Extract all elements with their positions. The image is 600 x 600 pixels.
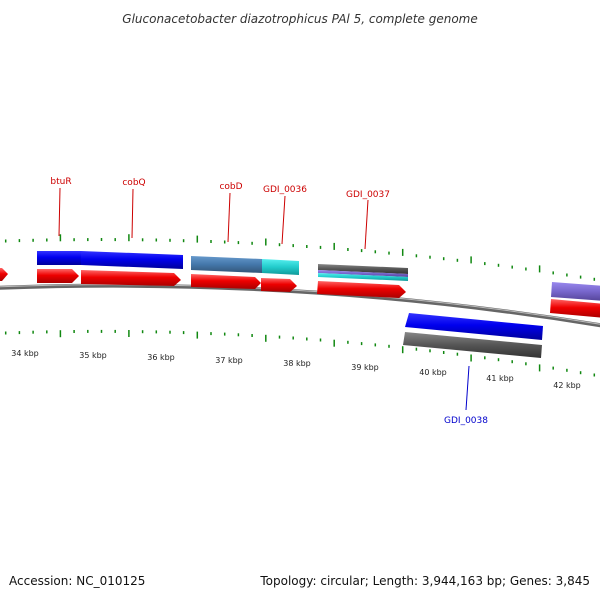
feature-GDI_0037-band-3 (318, 273, 408, 281)
kbp-label-39: 39 kbp (351, 363, 379, 372)
feature-GDI_0038 (405, 313, 543, 340)
feature-GDI_0038-secondary (403, 332, 542, 358)
cds-arrow-right-edge (550, 299, 600, 318)
gene-label-cobD: cobD (219, 182, 242, 192)
gene-labels: btuR cobQ cobD GDI_0036 GDI_0037 GDI_003… (50, 177, 488, 426)
cds-arrow-btuR (37, 269, 79, 283)
label-leaders (58, 187, 470, 411)
kbp-label-41: 41 kbp (486, 374, 514, 383)
feature-GDI_0037-band-2 (318, 270, 408, 277)
kbp-label-34: 34 kbp (11, 349, 39, 358)
feature-GDI_0036 (262, 259, 299, 275)
leader-btuR (58, 187, 61, 237)
kbp-label-35: 35 kbp (79, 351, 107, 360)
cds-arrow-cobQ (81, 270, 181, 286)
map-title: Gluconacetobacter diazotrophicus PAl 5, … (122, 12, 477, 26)
cds-arrow-GDI_0037 (317, 281, 406, 298)
inner-tick-marks (4, 329, 596, 377)
gene-label-GDI_0037: GDI_0037 (346, 190, 390, 200)
feature-btuR (37, 251, 81, 265)
reverse-strand-track (403, 313, 543, 358)
kbp-label-42: 42 kbp (553, 381, 581, 390)
gene-label-cobQ: cobQ (122, 178, 145, 188)
cds-arrow-partial (0, 268, 8, 281)
kbp-label-36: 36 kbp (147, 353, 175, 362)
gene-label-GDI_0036: GDI_0036 (263, 185, 307, 195)
accession-label: Accession: NC_010125 (9, 574, 146, 588)
leader-GDI_0037 (364, 199, 369, 250)
leader-cobD (227, 192, 231, 243)
kbp-label-37: 37 kbp (215, 356, 243, 365)
forward-cds-track (0, 268, 600, 318)
feature-cobQ (81, 251, 183, 269)
feature-cobD (191, 256, 262, 273)
outer-tick-marks (4, 234, 596, 281)
genome-backbone-highlight (0, 284, 600, 325)
kbp-label-40: 40 kbp (419, 368, 447, 377)
kbp-label-38: 38 kbp (283, 359, 311, 368)
cds-arrow-GDI_0036 (261, 278, 297, 292)
feature-right-edge (551, 282, 600, 301)
gene-label-btuR: btuR (50, 177, 71, 187)
genome-backbone (0, 283, 600, 328)
gene-label-GDI_0038: GDI_0038 (444, 416, 488, 426)
leader-cobQ (131, 188, 134, 239)
genome-summary: Topology: circular; Length: 3,944,163 bp… (260, 574, 590, 588)
leader-GDI_0038 (465, 365, 470, 411)
cds-arrow-cobD (191, 274, 261, 289)
feature-GDI_0037-band-1 (318, 264, 408, 274)
kbp-scale-labels: 34 kbp 35 kbp 36 kbp 37 kbp 38 kbp 39 kb… (11, 349, 581, 390)
leader-GDI_0036 (281, 195, 286, 245)
feature-track-upper (37, 251, 600, 301)
